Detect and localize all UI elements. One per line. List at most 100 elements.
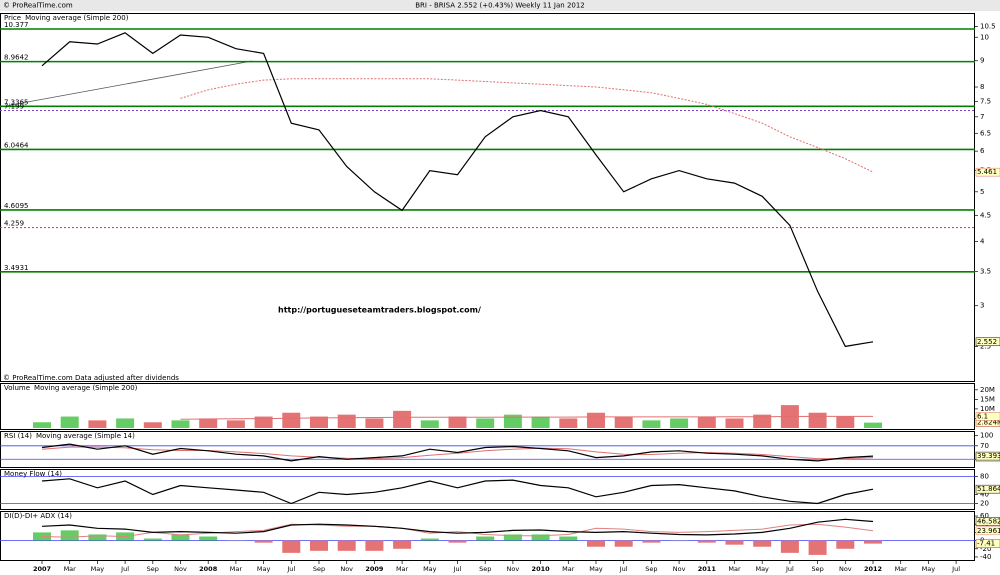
last-value-label: 6.1	[977, 412, 988, 420]
bar	[116, 418, 135, 428]
x-tick-label: Nov	[507, 565, 520, 573]
x-tick-label: Nov	[174, 565, 187, 573]
bar	[171, 420, 190, 428]
y-tick-label: 70	[980, 442, 989, 450]
header-bar	[0, 0, 1000, 11]
panel-title: Volume	[4, 384, 30, 392]
bar	[614, 416, 633, 428]
last-value-box	[975, 539, 1000, 548]
chart-title: BRI - BRISA 2.552 (+0.43%) Weekly 11 Jan…	[415, 2, 585, 10]
y-tick-label: 9	[980, 57, 984, 65]
x-tick-label: 2009	[365, 565, 384, 573]
y-tick-label: 10M	[980, 405, 995, 413]
level-label: 3.4931	[4, 264, 29, 272]
last-value-box	[975, 526, 1000, 536]
y-tick-label: 7	[980, 113, 984, 121]
y-tick-label: 3	[980, 302, 984, 310]
bar	[808, 412, 827, 428]
x-tick-label: 2007	[33, 565, 51, 573]
bar	[697, 540, 716, 543]
bar	[254, 416, 273, 428]
series-line	[180, 415, 873, 420]
x-tick-label: 2012	[864, 565, 882, 573]
x-tick-label: Jul	[619, 565, 628, 573]
x-tick-label: May	[589, 565, 603, 573]
footnote: © ProRealTime.com Data adjusted after di…	[3, 374, 179, 382]
level-label: 7.199	[4, 103, 24, 111]
y-tick-label: 6.5	[980, 129, 991, 137]
bar	[587, 540, 605, 547]
x-tick-label: Jul	[286, 565, 295, 573]
x-tick-label: Sep	[479, 565, 491, 573]
bar	[393, 540, 412, 549]
x-tick-label: Mar	[895, 565, 908, 573]
x-tick-label: Jul	[785, 565, 794, 573]
y-tick-label: 100	[980, 432, 993, 440]
last-value-label: 5.461	[977, 168, 997, 176]
bar	[642, 420, 661, 428]
y-tick-label: 40	[980, 491, 989, 499]
bar	[531, 534, 550, 541]
bar	[559, 418, 578, 428]
legend-entry: Moving average (Simple 14)	[36, 432, 135, 440]
last-value-label: 46.582	[977, 518, 1000, 526]
bar	[559, 536, 578, 541]
bar	[836, 416, 855, 428]
annotation: http://portugueseteamtraders.blogspot.co…	[278, 306, 481, 315]
bar	[88, 534, 107, 541]
bar	[282, 540, 301, 553]
panel-title: Money Flow (14)	[4, 470, 62, 478]
bar	[614, 540, 633, 547]
y-tick-label: 60	[980, 512, 989, 520]
bar	[864, 540, 882, 544]
last-value-label: 2.552	[977, 338, 997, 346]
y-tick-label: 15M	[980, 395, 995, 403]
bar	[642, 540, 661, 543]
x-tick-label: Jul	[951, 565, 960, 573]
bar	[199, 536, 218, 541]
x-tick-label: May	[423, 565, 437, 573]
bar	[753, 540, 772, 547]
trend-line	[0, 60, 253, 108]
x-tick-label: Sep	[645, 565, 657, 573]
y-tick-label: 5	[980, 188, 984, 196]
bar	[337, 540, 356, 551]
series-line	[41, 523, 874, 538]
bar	[670, 540, 689, 542]
bar	[365, 418, 384, 428]
x-tick-label: 2010	[532, 565, 551, 573]
x-tick-label: Sep	[313, 565, 325, 573]
level-label: 4.259	[4, 220, 24, 228]
last-value-box	[975, 412, 1000, 421]
bar	[337, 414, 356, 428]
bar	[420, 538, 439, 541]
y-tick-label: 20	[980, 500, 989, 508]
bar	[365, 540, 384, 551]
bar	[503, 414, 522, 428]
x-tick-label: Jul	[453, 565, 462, 573]
bar	[836, 540, 855, 549]
panel-frame	[0, 383, 975, 430]
series-line	[41, 518, 874, 536]
series-line	[41, 478, 874, 505]
last-value-box	[975, 517, 1000, 526]
last-value-box	[975, 484, 1000, 494]
bar	[531, 416, 550, 428]
x-tick-label: Sep	[147, 565, 159, 573]
y-tick-label: 80	[980, 473, 989, 481]
y-tick-label: 4	[980, 238, 985, 246]
x-tick-label: Mar	[728, 565, 741, 573]
panel-title: DI(D)-DI+ ADX (14)	[4, 512, 72, 520]
series-line	[41, 446, 874, 460]
bar	[780, 540, 799, 553]
y-tick-label: 6	[980, 147, 985, 155]
x-tick-label: May	[755, 565, 769, 573]
last-value-label: 23.961	[977, 527, 1000, 535]
bar	[33, 422, 51, 428]
bar	[60, 530, 79, 541]
x-tick-label: Sep	[811, 565, 823, 573]
series-line	[41, 443, 874, 462]
bar	[864, 422, 882, 428]
x-tick-label: May	[91, 565, 105, 573]
